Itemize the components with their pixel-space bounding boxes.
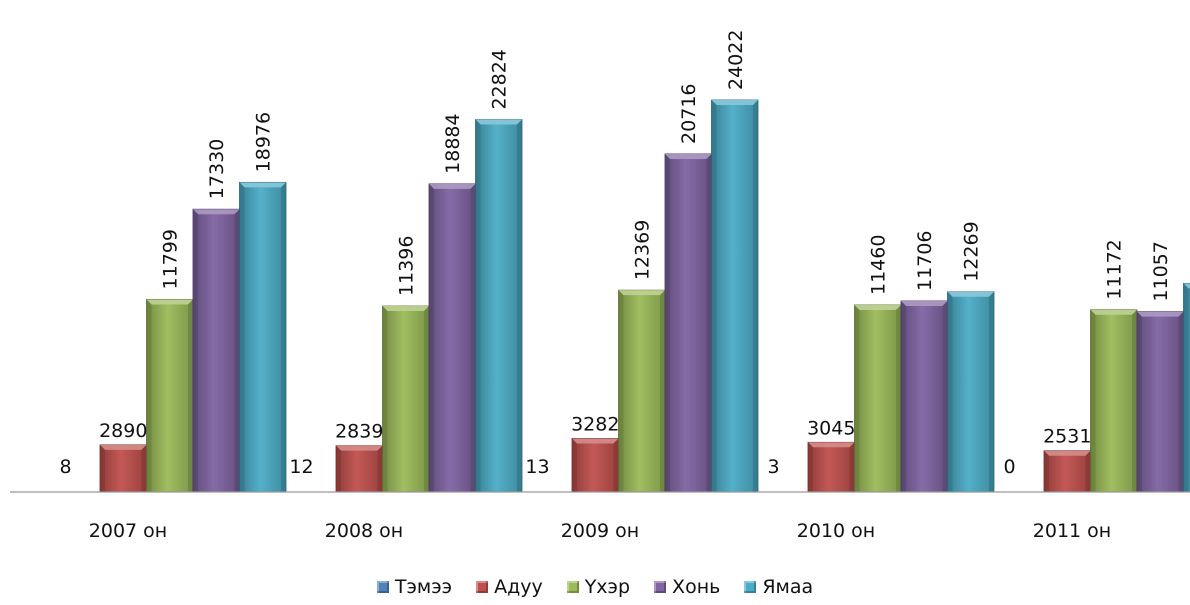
bar xyxy=(475,119,523,493)
data-label: 2839 xyxy=(335,421,383,443)
data-label: 12 xyxy=(289,456,313,478)
data-label: 11799 xyxy=(160,229,182,289)
data-label: 8 xyxy=(59,456,71,478)
legend-label: Ямаа xyxy=(762,576,814,598)
bar xyxy=(1043,450,1091,493)
bar xyxy=(382,305,430,493)
bar xyxy=(1136,311,1184,493)
legend-label: Үхэр xyxy=(584,576,631,598)
legend-item: Тэмээ xyxy=(376,576,453,598)
bar xyxy=(428,183,476,493)
bar xyxy=(1183,282,1190,493)
x-tick-label: 2011 он xyxy=(1033,520,1111,542)
bar xyxy=(335,445,383,493)
legend: Тэмээ Адуу Үхэр Хонь Ямаа xyxy=(0,575,1190,599)
bar xyxy=(664,153,712,493)
data-label: 2890 xyxy=(99,420,147,442)
legend-label: Тэмээ xyxy=(394,576,453,598)
legend-swatch xyxy=(744,581,757,593)
data-label: 12369 xyxy=(632,220,654,280)
legend-swatch xyxy=(376,581,389,593)
data-label: 22824 xyxy=(489,49,511,109)
legend-swatch xyxy=(476,581,489,593)
legend-label: Хонь xyxy=(672,576,721,598)
data-label: 24022 xyxy=(725,30,747,90)
legend-item: Адуу xyxy=(476,576,543,598)
bar xyxy=(146,299,194,493)
data-label: 3045 xyxy=(807,417,855,439)
bars-layer xyxy=(99,99,1190,493)
x-tick-label: 2007 он xyxy=(89,520,167,542)
data-label: 3 xyxy=(767,456,779,478)
legend-swatch xyxy=(566,581,579,593)
x-tick-label: 2008 он xyxy=(325,520,403,542)
bar xyxy=(571,438,619,493)
data-label: 11706 xyxy=(914,231,936,291)
data-label: 11460 xyxy=(868,235,890,295)
bar xyxy=(239,181,287,493)
bar xyxy=(1090,309,1138,493)
data-label: 3282 xyxy=(571,413,619,435)
bar xyxy=(947,291,995,493)
bar xyxy=(618,289,666,493)
data-label: 20716 xyxy=(678,83,700,143)
data-label: 11057 xyxy=(1150,241,1172,301)
data-label: 18884 xyxy=(442,113,464,173)
legend-label: Адуу xyxy=(494,576,543,598)
data-label: 17330 xyxy=(206,139,228,199)
data-label: 11396 xyxy=(396,236,418,296)
data-label: 11172 xyxy=(1104,239,1126,299)
bar xyxy=(854,304,902,493)
legend-swatch xyxy=(654,581,667,593)
x-tick-label: 2009 он xyxy=(561,520,639,542)
data-label: 18976 xyxy=(253,112,275,172)
data-label: 12269 xyxy=(961,221,983,281)
legend-item: Ямаа xyxy=(744,576,813,598)
bar xyxy=(192,208,240,493)
data-label: 2531 xyxy=(1043,426,1091,448)
data-labels-layer: 8 2890 11799 17330 18976 12 2839 11396 18884 2282… xyxy=(59,30,1172,478)
data-label: 13 xyxy=(525,456,549,478)
bar xyxy=(900,300,948,493)
legend-item: Үхэр xyxy=(566,576,631,598)
x-axis: 2007 он 2008 он 2009 он 2010 он 2011 он xyxy=(10,491,1190,542)
x-tick-label: 2010 он xyxy=(797,520,875,542)
legend-item: Хонь xyxy=(654,576,720,598)
data-label: 0 xyxy=(1003,456,1015,478)
bar xyxy=(807,441,855,493)
bar xyxy=(99,444,147,493)
bar xyxy=(711,99,759,493)
